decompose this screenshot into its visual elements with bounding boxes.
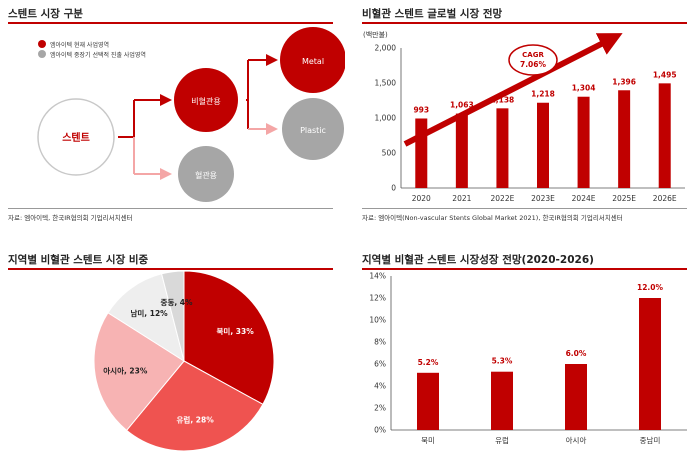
panel4-rule: [362, 268, 687, 270]
global-bar-2020: [415, 118, 428, 188]
growth-bar-label: 12.0%: [637, 283, 664, 292]
growth-x-tick: 북미: [421, 436, 435, 445]
growth-bar-중남미: [639, 298, 661, 430]
global-y-tick: 1,500: [375, 79, 397, 88]
global-bar-label: 1,495: [653, 70, 677, 79]
panel1-title: 스텐트 시장 구분: [8, 8, 83, 20]
global-y-tick: 500: [382, 149, 397, 158]
node-metal: [280, 27, 345, 93]
node-nonvascular: [174, 68, 238, 132]
legend-current: 엠아이텍 현재 사업영역: [50, 41, 109, 49]
global-bar-label: 1,304: [572, 84, 596, 93]
global-x-tick: 2020: [412, 194, 431, 203]
growth-y-tick: 6%: [374, 360, 386, 369]
node-stent-label: 스텐트: [62, 131, 90, 144]
regional-share-pie: 북미, 33% 유럽, 28% 아시아, 23% 남미, 12%중동, 4%: [93, 270, 275, 452]
connector-nv-out: [246, 60, 249, 129]
pie-slice-북미: [183, 270, 275, 406]
pie-label: 중동, 4%: [161, 298, 193, 307]
global-bar-2023E: [537, 102, 549, 188]
global-x-tick: 2025E: [612, 194, 636, 203]
node-plastic: [282, 98, 344, 160]
node-vascular-label: 혈관용: [195, 170, 217, 180]
growth-x-tick: 아시아: [566, 435, 587, 445]
global-x-tick: 2024E: [572, 194, 596, 203]
pie-label: 아시아, 23%: [103, 365, 148, 375]
node-vascular: [178, 146, 234, 202]
global-y-tick: 0: [391, 184, 396, 193]
pie-slice-남미: [107, 273, 185, 363]
growth-bar-label: 6.0%: [566, 349, 587, 358]
pie-label: 북미, 33%: [217, 326, 255, 336]
cagr-value: 7.06%: [520, 60, 547, 69]
segmentation-diagram: 엠아이텍 현재 사업영역 엠아이텍 중장기 선택적 진출 사업영역 스텐트 비혈…: [37, 27, 345, 202]
global-bar-label: 1,063: [450, 101, 474, 110]
global-bar-2024E: [577, 96, 590, 188]
growth-y-tick: 12%: [369, 294, 386, 303]
panel1-bottom-rule: [8, 208, 333, 209]
panel1-source: 자료: 엠아이텍, 한국IR협의회 기업리서치센터: [8, 214, 133, 222]
node-plastic-label: Plastic: [300, 126, 326, 135]
growth-x-tick: 유럽: [495, 436, 509, 445]
growth-bar-북미: [417, 372, 439, 430]
panel3-title: 지역별 비혈관 스텐트 시장 비중: [8, 254, 149, 266]
global-y-tick: 1,000: [375, 114, 397, 123]
panel4-title: 지역별 비혈관 스텐트 시장성장 전망(2020-2026): [362, 254, 594, 266]
global-x-tick: 2023E: [531, 194, 555, 203]
global-bar-label: 1,138: [491, 95, 515, 104]
node-metal-label: Metal: [302, 57, 324, 66]
growth-bar-아시아: [565, 364, 587, 430]
pie-slice-중동: [161, 270, 185, 362]
global-market-chart: (백만불) 0 500 1,000 1,500 2,000 993 2020 1,063 202…: [363, 30, 685, 203]
global-y-tick: 2,000: [375, 44, 397, 53]
global-x-tick: 2026E: [653, 194, 677, 203]
growth-y-tick: 4%: [374, 382, 386, 391]
pie-label: 남미, 12%: [130, 308, 168, 318]
legend-dot-future: [38, 50, 46, 58]
cagr-label: CAGR: [522, 51, 544, 59]
panel2-title: 비혈관 스텐트 글로벌 시장 전망: [362, 8, 503, 20]
global-unit-label: (백만불): [363, 30, 388, 39]
panel2-source: 자료: 엠아이텍(Non-vascular Stents Global Mark…: [362, 214, 623, 222]
pie-label: 유럽, 28%: [177, 414, 215, 424]
growth-y-tick: 14%: [369, 272, 386, 281]
global-x-tick: 2022E: [491, 194, 515, 203]
global-bar-label: 1,396: [612, 77, 636, 86]
growth-y-tick: 2%: [374, 404, 386, 413]
growth-bar-label: 5.3%: [492, 357, 513, 366]
panel3-rule: [8, 268, 333, 270]
global-bar-label: 993: [413, 105, 429, 114]
panel2-bottom-rule: [362, 208, 687, 209]
global-bar-2025E: [618, 90, 631, 188]
legend-dot-current: [38, 40, 46, 48]
growth-bar-label: 5.2%: [418, 358, 439, 367]
regional-growth-chart: 0% 2% 4% 6% 8% 10% 12% 14% 5.2% 북미 5.3% 유럽 6.0% 아시아 12…: [369, 272, 687, 445]
node-stent: [37, 98, 115, 176]
panel2-rule: [362, 22, 687, 24]
pie-slice-유럽: [125, 360, 264, 452]
global-x-tick: 2021: [452, 194, 471, 203]
panel1-rule: [8, 22, 333, 24]
legend-future: 엠아이텍 중장기 선택적 진출 사업영역: [50, 51, 146, 59]
global-bar-2022E: [496, 108, 509, 188]
growth-bar-유럽: [491, 371, 513, 430]
cagr-bubble: [508, 44, 558, 76]
growth-y-tick: 8%: [374, 338, 386, 347]
global-bar-label: 1,218: [531, 90, 555, 99]
growth-y-tick: 10%: [369, 316, 386, 325]
growth-y-tick: 0%: [374, 426, 386, 435]
global-cagr-arrow: [403, 33, 623, 147]
growth-x-tick: 중남미: [640, 436, 661, 445]
node-nonvascular-label: 비혈관용: [191, 96, 220, 106]
global-bar-2026E: [658, 83, 671, 188]
pie-slice-아시아: [93, 312, 185, 432]
global-bar-2021: [455, 113, 468, 188]
